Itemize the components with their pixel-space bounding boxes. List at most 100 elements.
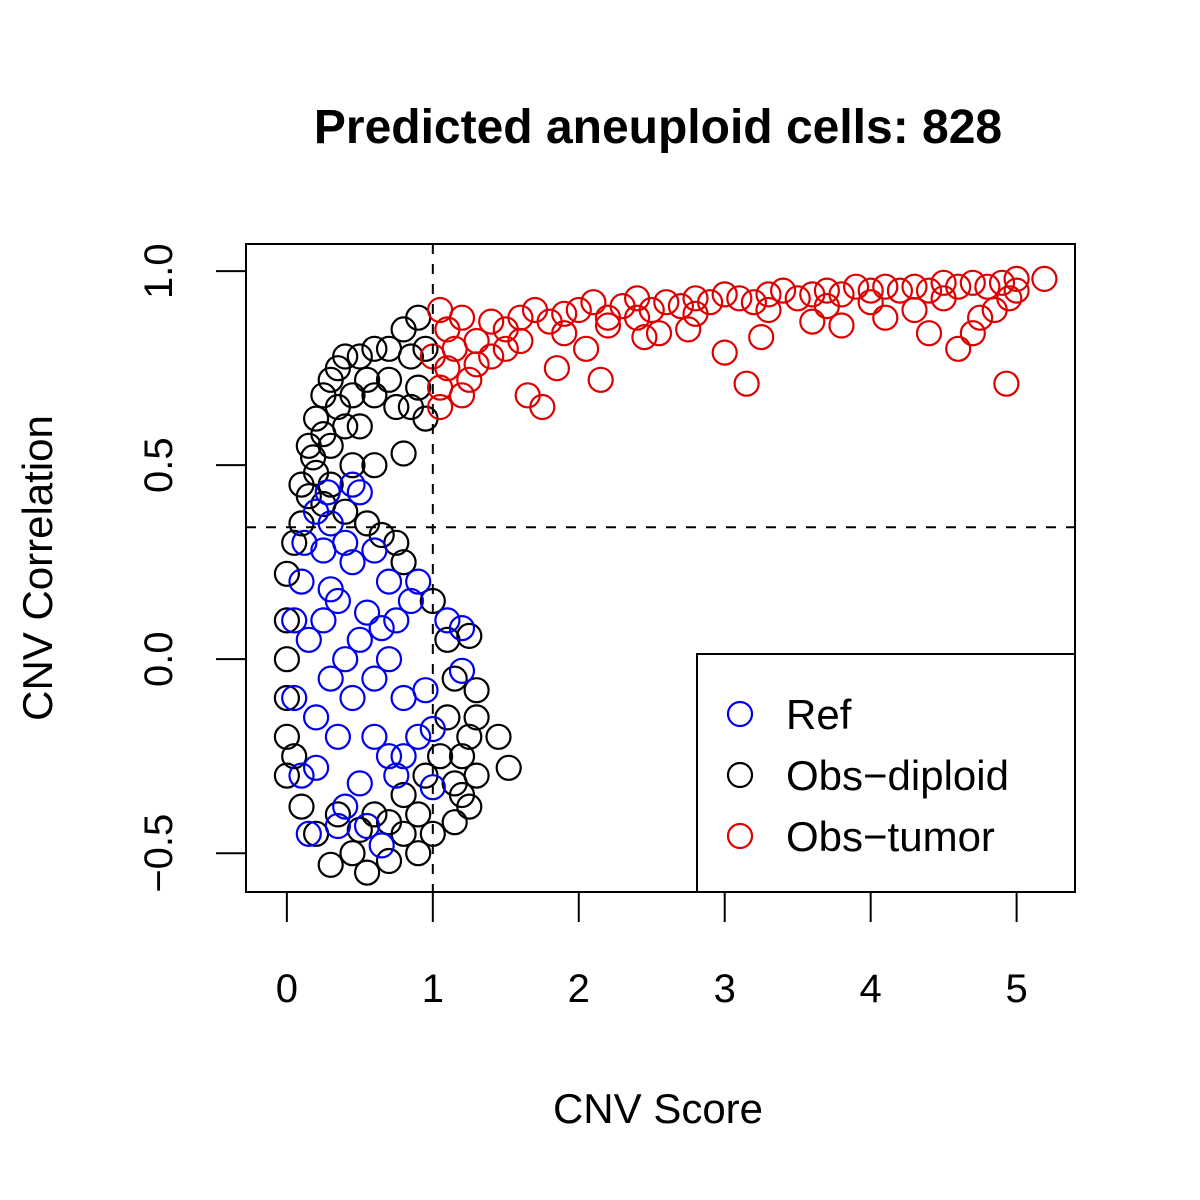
data-point <box>354 859 381 886</box>
data-point <box>291 529 318 556</box>
chart-title: Predicted aneuploid cells: 828 <box>314 101 1002 154</box>
data-point <box>339 471 366 498</box>
data-point <box>726 285 753 312</box>
data-point <box>288 762 315 789</box>
data-point <box>332 646 359 673</box>
data-point <box>375 809 403 836</box>
data-point <box>324 393 351 421</box>
data-point <box>361 335 388 362</box>
data-point <box>842 273 870 300</box>
data-point <box>495 754 522 781</box>
x-tick-label: 1 <box>422 967 444 1011</box>
legend-marker <box>726 700 754 728</box>
data-point <box>631 324 658 351</box>
data-point <box>456 622 483 650</box>
legend-marker <box>726 822 754 850</box>
data-point <box>281 684 308 712</box>
data-point <box>383 762 410 789</box>
data-point <box>383 607 410 634</box>
data-point <box>273 560 300 587</box>
data-point <box>799 308 826 335</box>
data-point <box>456 723 483 750</box>
data-point <box>945 273 972 300</box>
data-point <box>448 657 476 684</box>
data-point <box>317 576 344 603</box>
data-point <box>456 793 483 820</box>
data-point <box>551 320 578 347</box>
data-point <box>375 568 403 595</box>
data-point <box>361 382 388 409</box>
data-point <box>441 809 468 836</box>
data-point <box>813 293 841 320</box>
data-point <box>314 479 341 506</box>
data-point <box>565 296 592 324</box>
data-point <box>332 529 359 556</box>
data-point <box>324 801 351 828</box>
data-point <box>886 277 914 304</box>
data-point <box>419 715 446 743</box>
data-point <box>375 366 403 393</box>
data-point <box>682 300 709 327</box>
data-point <box>653 289 680 316</box>
data-point <box>390 684 417 712</box>
data-point <box>638 296 665 324</box>
data-point <box>361 723 388 750</box>
data-point <box>945 335 972 362</box>
data-point <box>390 549 417 576</box>
data-point <box>361 452 388 479</box>
data-point <box>828 281 855 308</box>
data-point <box>427 743 454 770</box>
data-point <box>310 382 337 409</box>
data-point <box>317 851 344 878</box>
data-point <box>857 277 884 304</box>
data-point <box>310 607 337 634</box>
x-tick-label: 2 <box>568 967 590 1011</box>
data-point <box>799 281 826 308</box>
data-point <box>281 607 308 634</box>
legend-box <box>696 653 1076 893</box>
data-point <box>988 269 1016 296</box>
data-point <box>434 607 461 634</box>
data-point <box>310 537 337 564</box>
y-tick-label: 0.0 <box>137 631 181 687</box>
data-point <box>915 320 943 347</box>
data-point <box>769 277 797 304</box>
data-point <box>974 273 1001 300</box>
data-point <box>448 743 476 770</box>
data-point <box>930 285 957 312</box>
legend-label: Obs−tumor <box>786 813 995 860</box>
data-point <box>441 770 468 797</box>
data-point <box>346 479 373 506</box>
data-point <box>281 529 308 556</box>
y-axis: −0.5 0.0 0.5 1.0 <box>137 243 247 893</box>
data-point <box>368 832 395 859</box>
data-point <box>434 704 461 731</box>
data-point <box>667 293 695 320</box>
data-point <box>441 665 468 692</box>
data-point <box>295 820 322 847</box>
data-point <box>375 743 403 770</box>
data-point <box>273 762 300 789</box>
data-point <box>303 405 330 432</box>
data-point <box>857 289 884 316</box>
data-point <box>390 743 417 770</box>
data-point <box>339 382 366 409</box>
x-tick-label: 5 <box>1005 967 1027 1011</box>
data-point <box>580 289 607 316</box>
data-point <box>463 677 490 704</box>
data-point <box>332 793 359 820</box>
data-point <box>543 355 571 382</box>
data-point <box>339 684 366 712</box>
data-point <box>492 335 519 362</box>
data-point <box>981 296 1008 324</box>
legend-label: Ref <box>786 691 852 738</box>
data-point <box>354 812 381 840</box>
data-point <box>434 355 461 382</box>
data-point <box>507 327 534 355</box>
data-point <box>645 320 673 347</box>
x-axis-label: CNV Score <box>553 1085 763 1132</box>
data-point <box>412 405 439 432</box>
y-tick-label: 0.5 <box>137 437 181 493</box>
data-point <box>996 285 1023 312</box>
